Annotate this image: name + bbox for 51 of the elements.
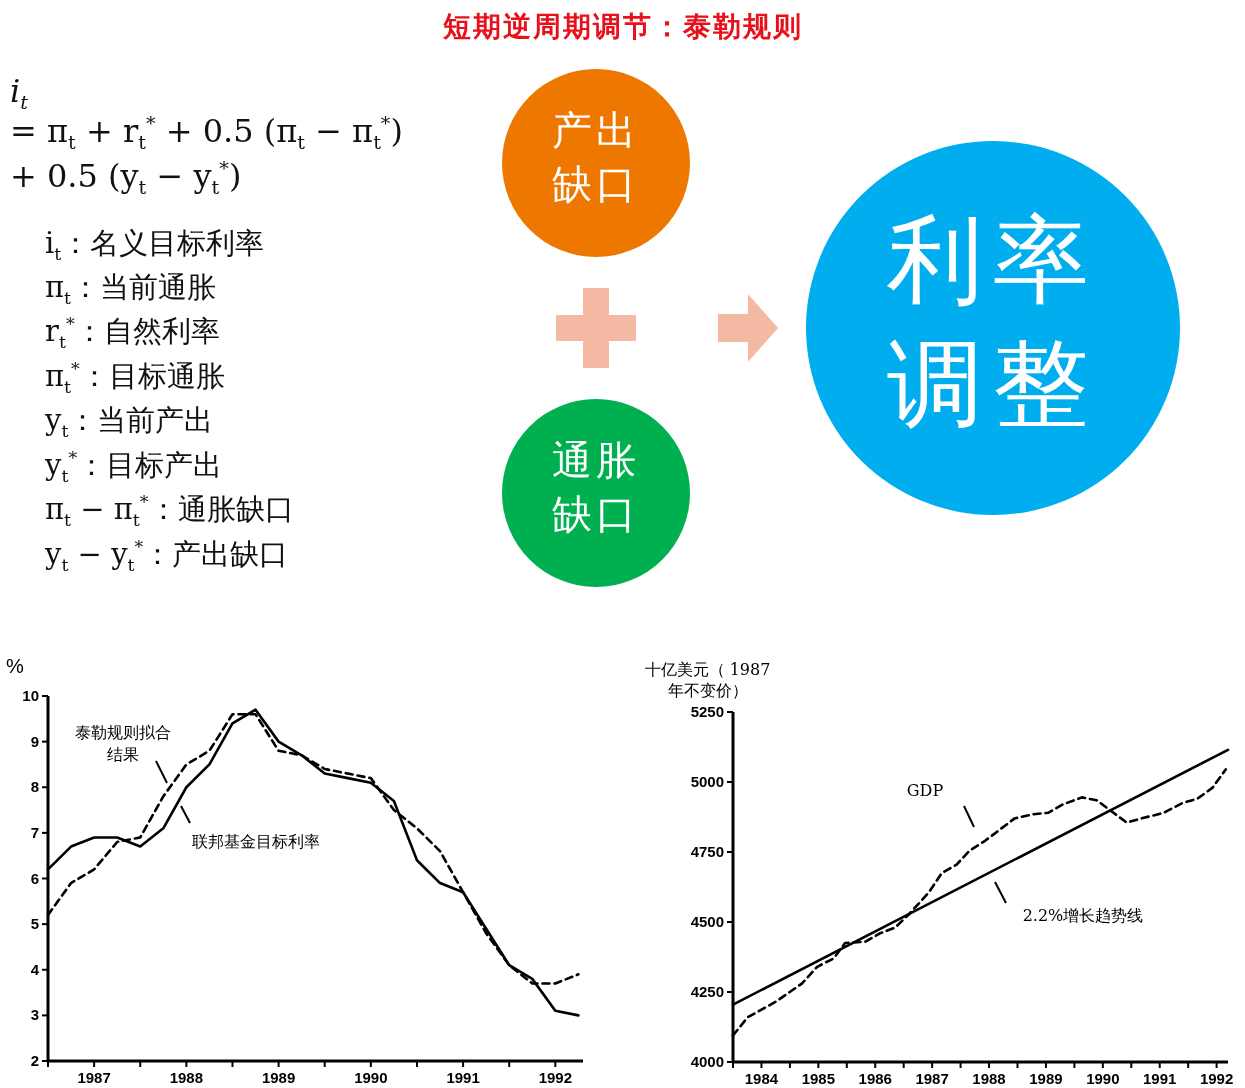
- text: π$_{t}$$^{*}$：目标通胀: [45, 358, 225, 397]
- x-tick-label: 1990: [354, 1069, 388, 1086]
- y-tick-label: 8: [30, 778, 39, 796]
- x-tick-label: 1989: [261, 1069, 296, 1086]
- x-tick-label: 1990: [1086, 1070, 1120, 1087]
- x-tick-label: 1991: [446, 1069, 480, 1086]
- text: 利率调整: [886, 203, 1100, 442]
- text: i$_{t}$：名义目标利率: [45, 225, 265, 264]
- x-tick-label: 1988: [169, 1069, 204, 1086]
- text: 产出缺口: [551, 106, 641, 209]
- x-tick-label: 1989: [1029, 1070, 1063, 1087]
- y-tick-label: 7: [30, 823, 39, 841]
- text: r$_{t}$$^{*}$：自然利率: [45, 313, 220, 352]
- y-tick-label: 5250: [690, 703, 724, 720]
- y-tick-label: 4000: [690, 1053, 724, 1070]
- x-tick-label: 1985: [801, 1070, 836, 1087]
- text: π$_{t}$ − π$_{t}$$^{*}$：通胀缺口: [45, 491, 294, 530]
- y-tick-label: 4250: [690, 983, 724, 1000]
- y-tick-label: 9: [30, 732, 39, 750]
- annotation: 2.2%增长趋势线: [1021, 905, 1145, 927]
- y-axis-title: %: [6, 655, 24, 678]
- y-tick-label: 3: [30, 1006, 39, 1024]
- y-axis-title: 十亿美元（ 1987 年不变价）: [643, 659, 772, 701]
- text: 通胀缺口: [551, 436, 641, 539]
- text: y$_{t}$：当前产出: [45, 402, 214, 441]
- annotation: 泰勒规则拟合结果: [74, 722, 172, 766]
- y-tick-label: 4500: [690, 913, 724, 930]
- x-tick-label: 1984: [744, 1070, 779, 1087]
- x-tick-label: 1986: [858, 1070, 892, 1087]
- text: = π$_{t}$ + r$_{t}$$^{*}$ + 0.5 (π$_{t}$ − π$_{t}$$^{*}$): [10, 112, 403, 155]
- text: π$_{t}$：当前通胀: [45, 269, 217, 308]
- y-tick-label: 2: [30, 1052, 39, 1069]
- x-tick-label: 1987: [915, 1070, 949, 1087]
- y-tick-label: 4: [30, 960, 40, 978]
- x-tick-label: 1991: [1143, 1070, 1177, 1087]
- annotation: GDP: [905, 780, 945, 802]
- text: + 0.5 (y$_{t}$ − y$_{t}$$^{*}$): [10, 157, 242, 200]
- y-tick-label: 6: [30, 869, 39, 887]
- annotation: 联邦基金目标利率: [191, 831, 321, 853]
- x-tick-label: 1988: [972, 1070, 1006, 1087]
- text: 短期逆周期调节：泰勒规则: [441, 9, 804, 45]
- x-tick-label: 1992: [538, 1069, 573, 1086]
- text: y$_{t}$$^{*}$：目标产出: [45, 447, 223, 486]
- x-tick-label: 1992: [1199, 1070, 1234, 1087]
- x-tick-label: 1987: [77, 1069, 111, 1086]
- text: i$_{t}$: [10, 72, 28, 115]
- y-tick-label: 5: [30, 915, 39, 933]
- text: y$_{t}$ − y$_{t}$$^{*}$：产出缺口: [45, 536, 289, 575]
- y-tick-label: 5000: [690, 773, 724, 790]
- y-tick-label: 4750: [690, 843, 724, 860]
- y-tick-label: 10: [22, 687, 39, 704]
